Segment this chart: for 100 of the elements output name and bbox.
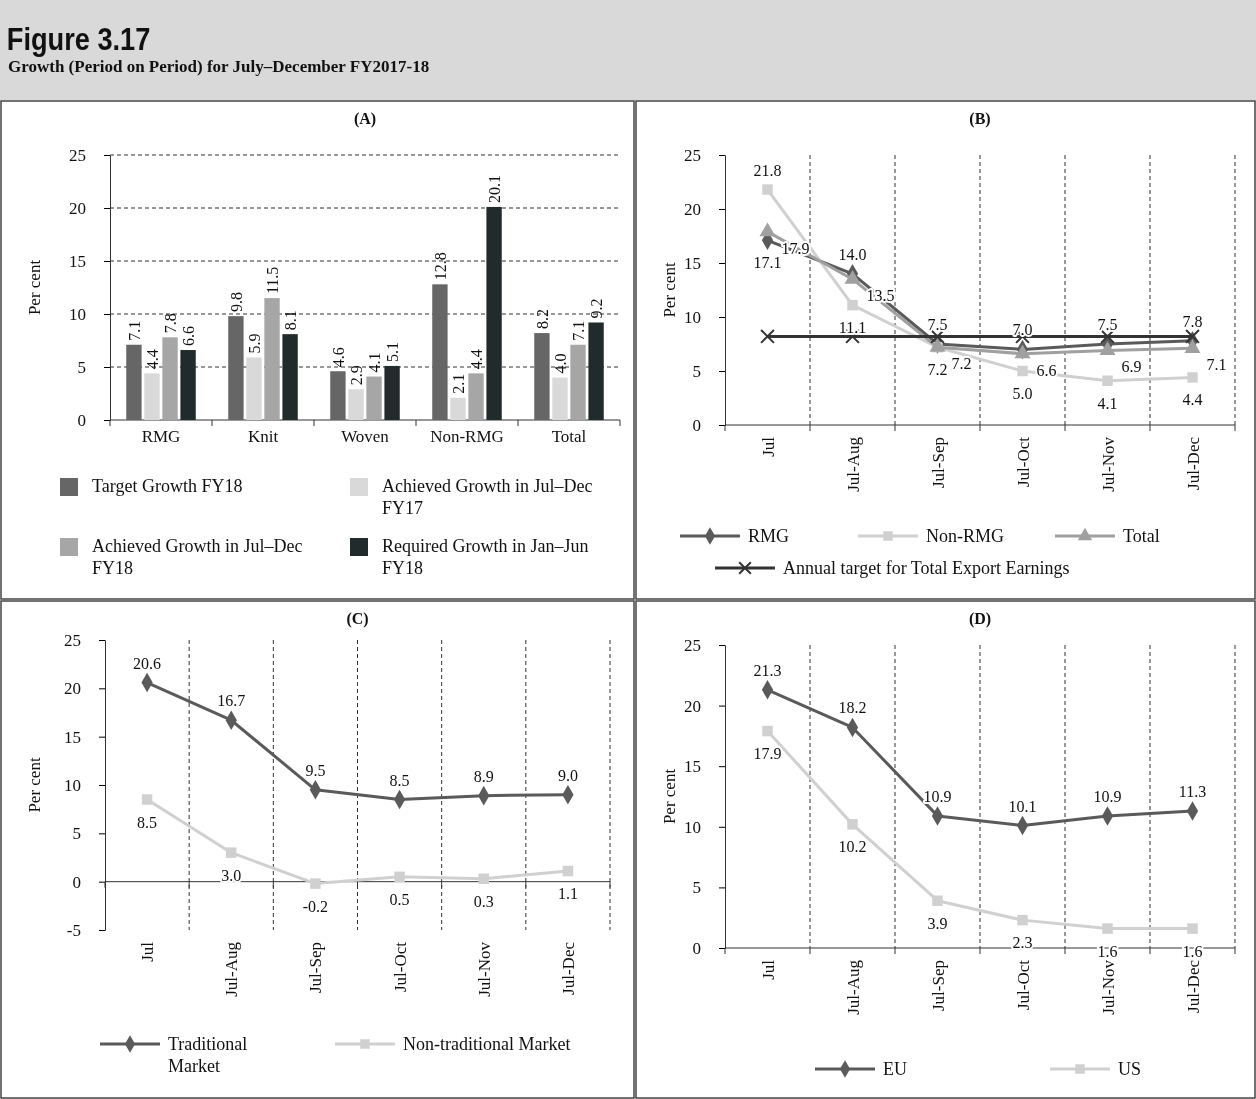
x-tick-label: RMG [141, 427, 181, 446]
data-label: 10.1 [1008, 797, 1037, 815]
x-tick-label: Jul-Sep [928, 960, 948, 1011]
data-label: 0.3 [473, 892, 494, 910]
data-label: 7.8 [162, 313, 180, 334]
y-tick-label: 20 [69, 198, 86, 218]
data-label: 10.9 [923, 787, 952, 805]
data-label: 5.9 [245, 333, 263, 354]
y-tick-label: 5 [692, 361, 701, 381]
data-label: 4.1 [366, 352, 384, 373]
x-tick-label: Jul-Dec [558, 941, 578, 995]
chart-title: (A) [353, 110, 377, 128]
y-axis-title: Per cent [25, 757, 44, 813]
data-label: 5.0 [1012, 385, 1033, 402]
data-label: 9.8 [227, 292, 245, 313]
legend-label: Annual target for Total Export Earnings [783, 558, 1070, 578]
x-tick-label: Jul [138, 941, 158, 962]
legend-label: Total [1123, 526, 1160, 546]
x-tick-label: Jul-Nov [1098, 436, 1118, 492]
y-tick-label: 10 [64, 775, 81, 795]
data-label: 20.1 [486, 174, 504, 203]
x-tick-label: Jul-Oct [1013, 959, 1033, 1011]
data-label: 7.1 [570, 320, 588, 341]
x-tick-label: Jul-Oct [1013, 436, 1033, 488]
data-label: 21.8 [753, 161, 782, 179]
data-label: 2.3 [1012, 934, 1033, 952]
data-label: 1.6 [1097, 942, 1118, 960]
data-label: 2.9 [347, 365, 365, 386]
y-tick-label: 25 [69, 145, 86, 165]
y-tick-label: 20 [684, 696, 701, 716]
data-label: 7.1 [1206, 356, 1227, 374]
data-label: 8.2 [533, 309, 551, 330]
y-tick-label: 0 [692, 415, 701, 435]
y-tick-label: 15 [69, 251, 86, 271]
data-label: 4.4 [468, 349, 486, 370]
x-tick-label: Jul-Nov [1098, 959, 1118, 1015]
data-label: 2.1 [449, 373, 467, 394]
data-label: 17.1 [753, 254, 782, 272]
y-tick-label: 10 [69, 304, 86, 324]
data-label: 1.6 [1182, 942, 1203, 960]
legend-label: Non-traditional Market [403, 1034, 571, 1054]
text: Figure 3.17 [6, 20, 151, 57]
data-label: 14.0 [838, 245, 867, 263]
x-tick-label: Jul-Sep [928, 437, 948, 488]
data-label: 9.2 [588, 298, 606, 319]
data-label: 4.4 [143, 349, 161, 370]
x-tick-label: Jul-Aug [222, 941, 242, 997]
x-tick-label: Jul-Dec [1183, 436, 1203, 490]
data-label: 6.6 [1036, 361, 1057, 379]
y-tick-label: 5 [692, 878, 701, 898]
x-tick-label: Total [551, 427, 587, 446]
y-tick-label: 25 [684, 145, 701, 165]
x-tick-label: Jul-Aug [843, 436, 863, 492]
chart-title: (C) [346, 610, 369, 628]
chart-title: (B) [969, 110, 991, 128]
data-label: 10.2 [838, 838, 867, 856]
legend-label: US [1118, 1059, 1142, 1079]
data-label: 4.0 [551, 353, 569, 374]
data-label: 5.1 [384, 341, 402, 362]
y-tick-label: 5 [72, 824, 81, 844]
data-label: 4.4 [1182, 391, 1203, 409]
y-tick-label: 10 [684, 307, 701, 327]
data-label: 0.5 [389, 890, 410, 908]
x-tick-label: Jul-Nov [474, 941, 494, 997]
legend-label: Target Growth FY18 [92, 476, 243, 496]
data-label: 10.9 [1093, 787, 1122, 805]
data-label: 9.0 [557, 766, 578, 784]
y-axis-title: Per cent [25, 259, 44, 316]
legend-label: Achieved Growth in Jul–Dec FY18 [92, 536, 303, 578]
legend-label: RMG [748, 526, 790, 546]
y-tick-label: 15 [684, 253, 701, 273]
y-tick-label: 0 [77, 410, 86, 430]
y-tick-label: 15 [684, 757, 701, 777]
data-label: 3.0 [221, 866, 242, 884]
y-tick-label: 20 [64, 679, 81, 699]
y-tick-label: 20 [684, 199, 701, 219]
data-label: 7.1 [125, 320, 143, 341]
data-label: 6.9 [1121, 358, 1142, 376]
x-tick-label: Non-RMG [430, 427, 504, 446]
chart-title: (D) [968, 610, 992, 628]
legend-label: Traditional Market [168, 1034, 248, 1076]
legend-label: EU [883, 1059, 907, 1079]
data-label: 12.8 [431, 252, 449, 281]
legend-label: Achieved Growth in Jul–Dec FY17 [382, 476, 593, 518]
data-label: 4.1 [1097, 394, 1118, 412]
x-tick-label: Jul-Aug [843, 959, 863, 1015]
data-label: 18.2 [838, 699, 867, 717]
y-tick-label: -5 [66, 920, 81, 940]
y-tick-label: 10 [684, 817, 701, 837]
data-label: 16.7 [217, 692, 246, 710]
x-tick-label: Jul-Oct [390, 941, 410, 993]
data-label: 7.8 [1182, 312, 1203, 330]
data-label: 9.5 [305, 761, 326, 779]
data-label: 11.3 [1178, 783, 1207, 801]
y-tick-label: 25 [64, 630, 81, 650]
data-label: 11.5 [264, 266, 282, 295]
data-label: 8.5 [137, 813, 158, 831]
data-label: 1.1 [557, 885, 578, 903]
x-tick-label: Jul [758, 436, 778, 457]
text: Growth (Period on Period) for July–December FY2017-18 [8, 57, 430, 76]
